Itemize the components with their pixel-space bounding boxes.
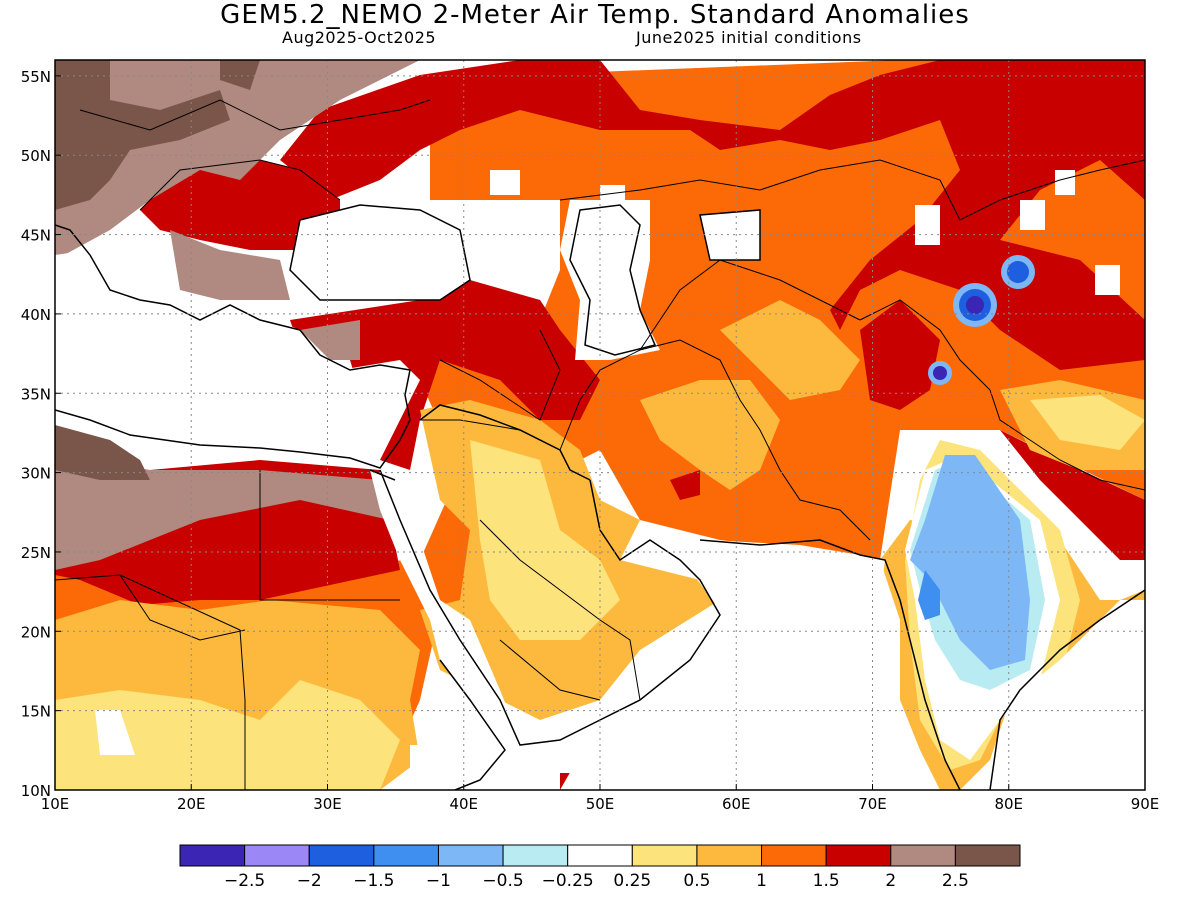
bay-of-bengal <box>990 605 1145 790</box>
lon-tick-label: 50E <box>586 795 615 813</box>
anomaly-region-1.5to2-north <box>280 60 1145 370</box>
colorbar-label: 0.5 <box>683 871 710 891</box>
lat-tick-label: 15N <box>21 703 51 721</box>
lat-tick-label: 45N <box>21 227 51 245</box>
colorbar-label: −0.5 <box>482 871 523 891</box>
colorbar-swatch <box>825 844 892 867</box>
lat-tick-label: 40N <box>21 306 51 324</box>
colorbar-label: 1 <box>756 871 767 891</box>
lat-tick-label: 50N <box>21 147 51 165</box>
colorbar <box>179 844 1021 867</box>
lat-tick-label: 55N <box>21 68 51 86</box>
anomaly-region-neg0.5to1 <box>910 455 1030 670</box>
colorbar-label: −1.5 <box>353 871 394 891</box>
lat-tick-labels: 10N 15N 20N 25N 30N 35N 40N 45N 50N 55N <box>21 68 61 800</box>
lon-tick-label: 60E <box>722 795 751 813</box>
colorbar-label: −1 <box>426 871 451 891</box>
colorbar-swatch <box>567 844 633 867</box>
colorbar-swatch <box>890 844 956 867</box>
colorbar-swatch <box>373 844 439 867</box>
colorbar-label: 2.5 <box>942 871 969 891</box>
mediterranean-sea <box>55 300 420 460</box>
anomaly-region-gt2.5 <box>55 60 230 210</box>
colorbar-label: −0.25 <box>542 871 594 891</box>
lon-tick-label: 80E <box>994 795 1023 813</box>
colorbar-swatch <box>179 844 246 867</box>
colorbar-swatch <box>954 844 1021 867</box>
forecast-period: Aug2025-Oct2025 <box>282 28 437 47</box>
colorbar-label: 1.5 <box>813 871 840 891</box>
colorbar-swatch <box>437 844 504 867</box>
lon-tick-label: 30E <box>313 795 342 813</box>
black-sea <box>290 205 470 300</box>
colorbar-label: −2.5 <box>224 871 265 891</box>
colorbar-label: 0.25 <box>613 871 651 891</box>
anomaly-region-0.25to0.5 <box>470 440 620 640</box>
colorbar-swatch <box>631 844 698 867</box>
colorbar-swatch <box>502 844 569 867</box>
lon-tick-label: 10E <box>41 795 70 813</box>
map-title: GEM5.2_NEMO 2-Meter Air Temp. Standard A… <box>220 0 970 30</box>
anomaly-region-1.5to2-turkey <box>140 160 600 470</box>
lat-tick-label: 10N <box>21 782 51 800</box>
colorbar-label: 2 <box>885 871 896 891</box>
lon-tick-label: 20E <box>177 795 206 813</box>
initial-conditions: June2025 initial conditions <box>636 28 862 47</box>
lon-tick-label: 70E <box>858 795 887 813</box>
gridlines <box>55 60 1145 790</box>
colorbar-swatch <box>761 844 827 867</box>
colorbar-swatch <box>244 844 310 867</box>
arabian-sea <box>560 540 940 790</box>
lon-tick-label: 40E <box>449 795 478 813</box>
caspian-sea <box>560 200 660 360</box>
colorbar-swatch <box>696 844 763 867</box>
colorbar-labels: −2.5 −2 −1.5 −1 −0.5 −0.25 0.25 0.5 1 1.5 2 2.5 <box>224 871 969 891</box>
colorbar-label: −2 <box>297 871 322 891</box>
lon-tick-label: 90E <box>1131 795 1160 813</box>
lat-tick-label: 30N <box>21 465 51 483</box>
lat-tick-label: 25N <box>21 544 51 562</box>
lat-tick-label: 35N <box>21 385 51 403</box>
lon-tick-labels: 10E 20E 30E 40E 50E 60E 70E 80E 90E <box>41 784 1160 813</box>
colorbar-swatch <box>308 844 375 867</box>
country-borders <box>55 99 1145 790</box>
lat-tick-label: 20N <box>21 623 51 641</box>
